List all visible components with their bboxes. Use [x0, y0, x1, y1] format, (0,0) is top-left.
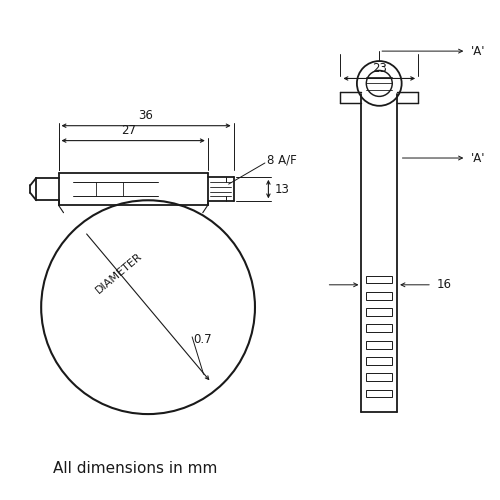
Text: 8 A/F: 8 A/F	[268, 154, 297, 167]
Bar	[366, 308, 392, 316]
Bar	[366, 357, 392, 365]
Bar	[366, 292, 392, 300]
Text: 'A': 'A'	[472, 152, 486, 164]
Text: 36: 36	[138, 108, 154, 122]
Text: 23: 23	[372, 62, 386, 76]
Text: All dimensions in mm: All dimensions in mm	[54, 462, 218, 476]
Bar	[366, 324, 392, 332]
Bar	[366, 374, 392, 381]
Text: 'A': 'A'	[472, 44, 486, 58]
Text: 16: 16	[437, 278, 452, 291]
Text: 13: 13	[274, 182, 289, 196]
Bar	[366, 340, 392, 348]
Text: DIAMETER: DIAMETER	[94, 250, 144, 295]
Text: 0.7: 0.7	[194, 333, 212, 346]
Text: 27: 27	[120, 124, 136, 137]
Bar	[366, 390, 392, 398]
Bar	[366, 276, 392, 283]
